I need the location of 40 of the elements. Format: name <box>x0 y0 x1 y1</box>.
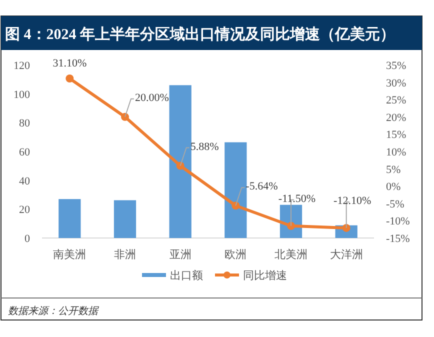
x-tick-label: 非洲 <box>114 248 136 261</box>
y2-tick-label: 35% <box>386 60 406 72</box>
data-label: -12.10% <box>334 194 372 207</box>
point <box>232 202 240 210</box>
x-tick-label: 北美洲 <box>274 248 308 261</box>
y2-tick-label: 20% <box>386 112 406 124</box>
data-label: 20.00% <box>135 92 169 104</box>
y2-tick-label: 5% <box>386 164 401 176</box>
y2-tick-label: 30% <box>386 77 406 90</box>
point <box>121 112 129 121</box>
data-label: 31.10% <box>52 57 87 70</box>
x-tick-label: 亚洲 <box>169 248 192 261</box>
bar <box>224 142 247 238</box>
y2-tick-label: -5% <box>386 198 404 210</box>
chart-title: 图 4：2024 年上半年分区域出口情况及同比增速（亿美元） <box>5 25 395 43</box>
point <box>66 74 74 82</box>
y-tick-label: 120 <box>14 60 30 72</box>
bar <box>58 199 81 238</box>
y2-tick-label: 15% <box>386 129 406 142</box>
y2-tick-label: -15% <box>386 233 410 245</box>
y-tick-label: 60 <box>19 146 30 158</box>
legend-label: 同比增速 <box>243 269 287 282</box>
y2-tick-label: 0% <box>386 181 401 194</box>
x-tick-label: 欧洲 <box>224 248 247 261</box>
x-tick-label: 南美洲 <box>53 248 86 261</box>
x-tick-label: 大洋洲 <box>330 248 363 261</box>
y-tick-label: 80 <box>19 118 30 130</box>
source-note: 数据来源：公开数据 <box>8 305 99 317</box>
legend-label: 出口额 <box>170 269 203 282</box>
bar <box>114 200 136 238</box>
y-tick-label: 0 <box>24 233 30 245</box>
point <box>287 222 295 230</box>
y2-tick-label: 10% <box>386 146 406 158</box>
y2-tick-label: 25% <box>386 94 406 107</box>
y-tick-label: 40 <box>19 175 30 188</box>
data-label: -11.50% <box>278 192 316 205</box>
y-tick-label: 20 <box>19 204 30 216</box>
y-tick-label: 100 <box>14 88 30 101</box>
y2-tick-label: -10% <box>386 216 410 228</box>
bar <box>169 85 192 238</box>
